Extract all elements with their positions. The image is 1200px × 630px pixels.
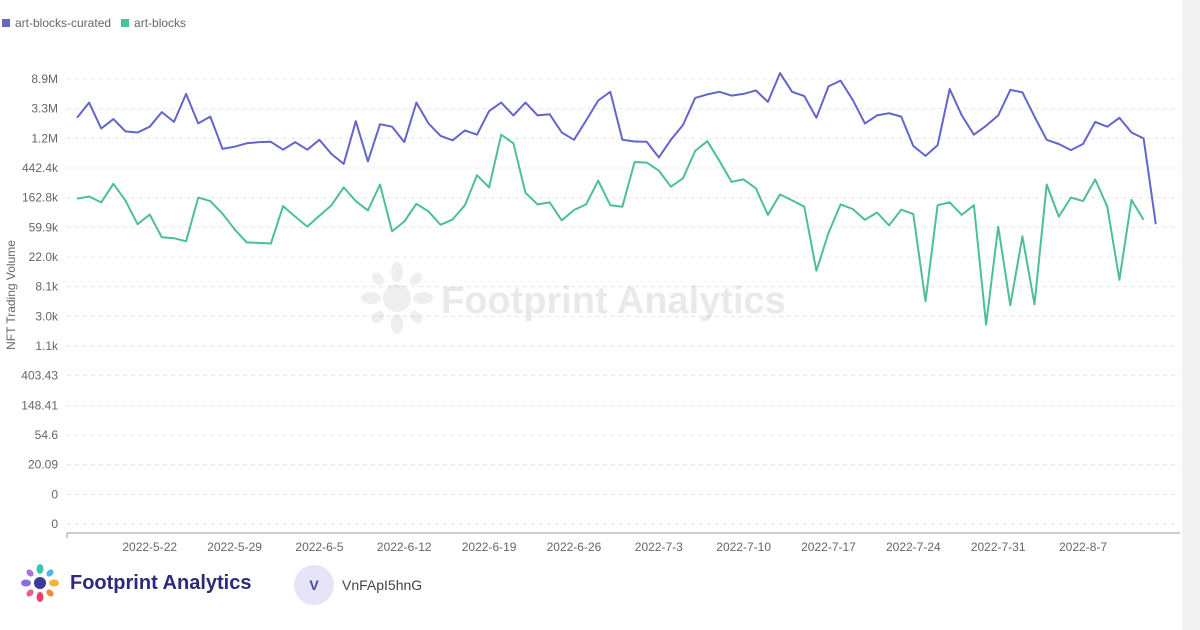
y-tick-label: 54.6 <box>35 428 59 442</box>
footer: Footprint Analytics <box>18 563 251 603</box>
username: VnFApI5hnG <box>342 577 423 593</box>
x-axis: 2022-5-22 2022-5-29 2022-6-5 2022-6-12 2022-… <box>66 532 1180 554</box>
y-tick-label: 3.3M <box>31 102 58 116</box>
brand[interactable]: Footprint Analytics <box>18 563 251 603</box>
x-tick-label: 2022-7-3 <box>635 540 683 554</box>
x-tick-label: 2022-6-12 <box>377 540 432 554</box>
scrollbar[interactable] <box>1182 0 1200 630</box>
y-tick-label: 20.09 <box>28 458 58 472</box>
legend-swatch-icon <box>2 19 10 27</box>
x-tick-label: 2022-7-17 <box>801 540 856 554</box>
x-tick-label: 2022-5-22 <box>122 540 177 554</box>
watermark: Footprint Analytics <box>361 262 786 334</box>
y-tick-label: 162.8k <box>22 191 59 205</box>
avatar: V <box>294 565 334 605</box>
y-tick-label: 148.41 <box>21 398 58 412</box>
legend-swatch-icon <box>121 19 130 27</box>
watermark-text: Footprint Analytics <box>441 280 786 322</box>
legend-label: art-blocks <box>134 16 187 30</box>
y-tick-label: 3.0k <box>35 309 59 323</box>
y-tick-label: 8.9M <box>31 72 58 86</box>
y-tick-label: 0 <box>51 517 58 531</box>
series-line-art-blocks-curated <box>76 72 1157 225</box>
y-tick-label: 1.2M <box>31 131 58 145</box>
brand-name: Footprint Analytics <box>70 571 252 594</box>
legend-item-curated[interactable]: art-blocks-curated <box>2 16 111 30</box>
y-tick-label: 22.0k <box>29 250 59 264</box>
footprint-logo-icon <box>21 564 59 602</box>
y-axis-label: NFT Trading Volume <box>4 240 18 350</box>
y-tick-label: 1.1k <box>35 339 59 353</box>
y-tick-label: 59.9k <box>29 220 59 234</box>
y-tick-label: 0 <box>51 487 58 501</box>
y-axis: 0 0 20.09 54.6 148.41 403.43 1.1k 3.0k 8.1k 22.0k… <box>21 72 59 531</box>
user-info[interactable]: V VnFApI5hnG <box>294 565 422 605</box>
x-tick-label: 2022-7-10 <box>716 540 771 554</box>
x-tick-label: 2022-6-5 <box>295 540 343 554</box>
x-tick-label: 2022-6-26 <box>547 540 602 554</box>
x-tick-label: 2022-7-24 <box>886 540 941 554</box>
x-tick-label: 2022-8-7 <box>1059 540 1107 554</box>
watermark-logo-icon <box>361 262 433 334</box>
x-tick-label: 2022-5-29 <box>207 540 262 554</box>
x-tick-label: 2022-6-19 <box>462 540 517 554</box>
legend: art-blocks-curated art-blocks <box>2 16 186 30</box>
legend-item-artblocks[interactable]: art-blocks <box>121 16 186 30</box>
legend-label: art-blocks-curated <box>15 16 112 30</box>
x-tick-label: 2022-7-31 <box>971 540 1026 554</box>
series-line-art-blocks <box>76 133 1145 326</box>
y-tick-label: 8.1k <box>35 280 59 294</box>
series-lines <box>76 72 1157 326</box>
y-tick-label: 403.43 <box>21 369 58 383</box>
grid <box>67 78 1180 525</box>
y-tick-label: 442.4k <box>22 161 59 175</box>
